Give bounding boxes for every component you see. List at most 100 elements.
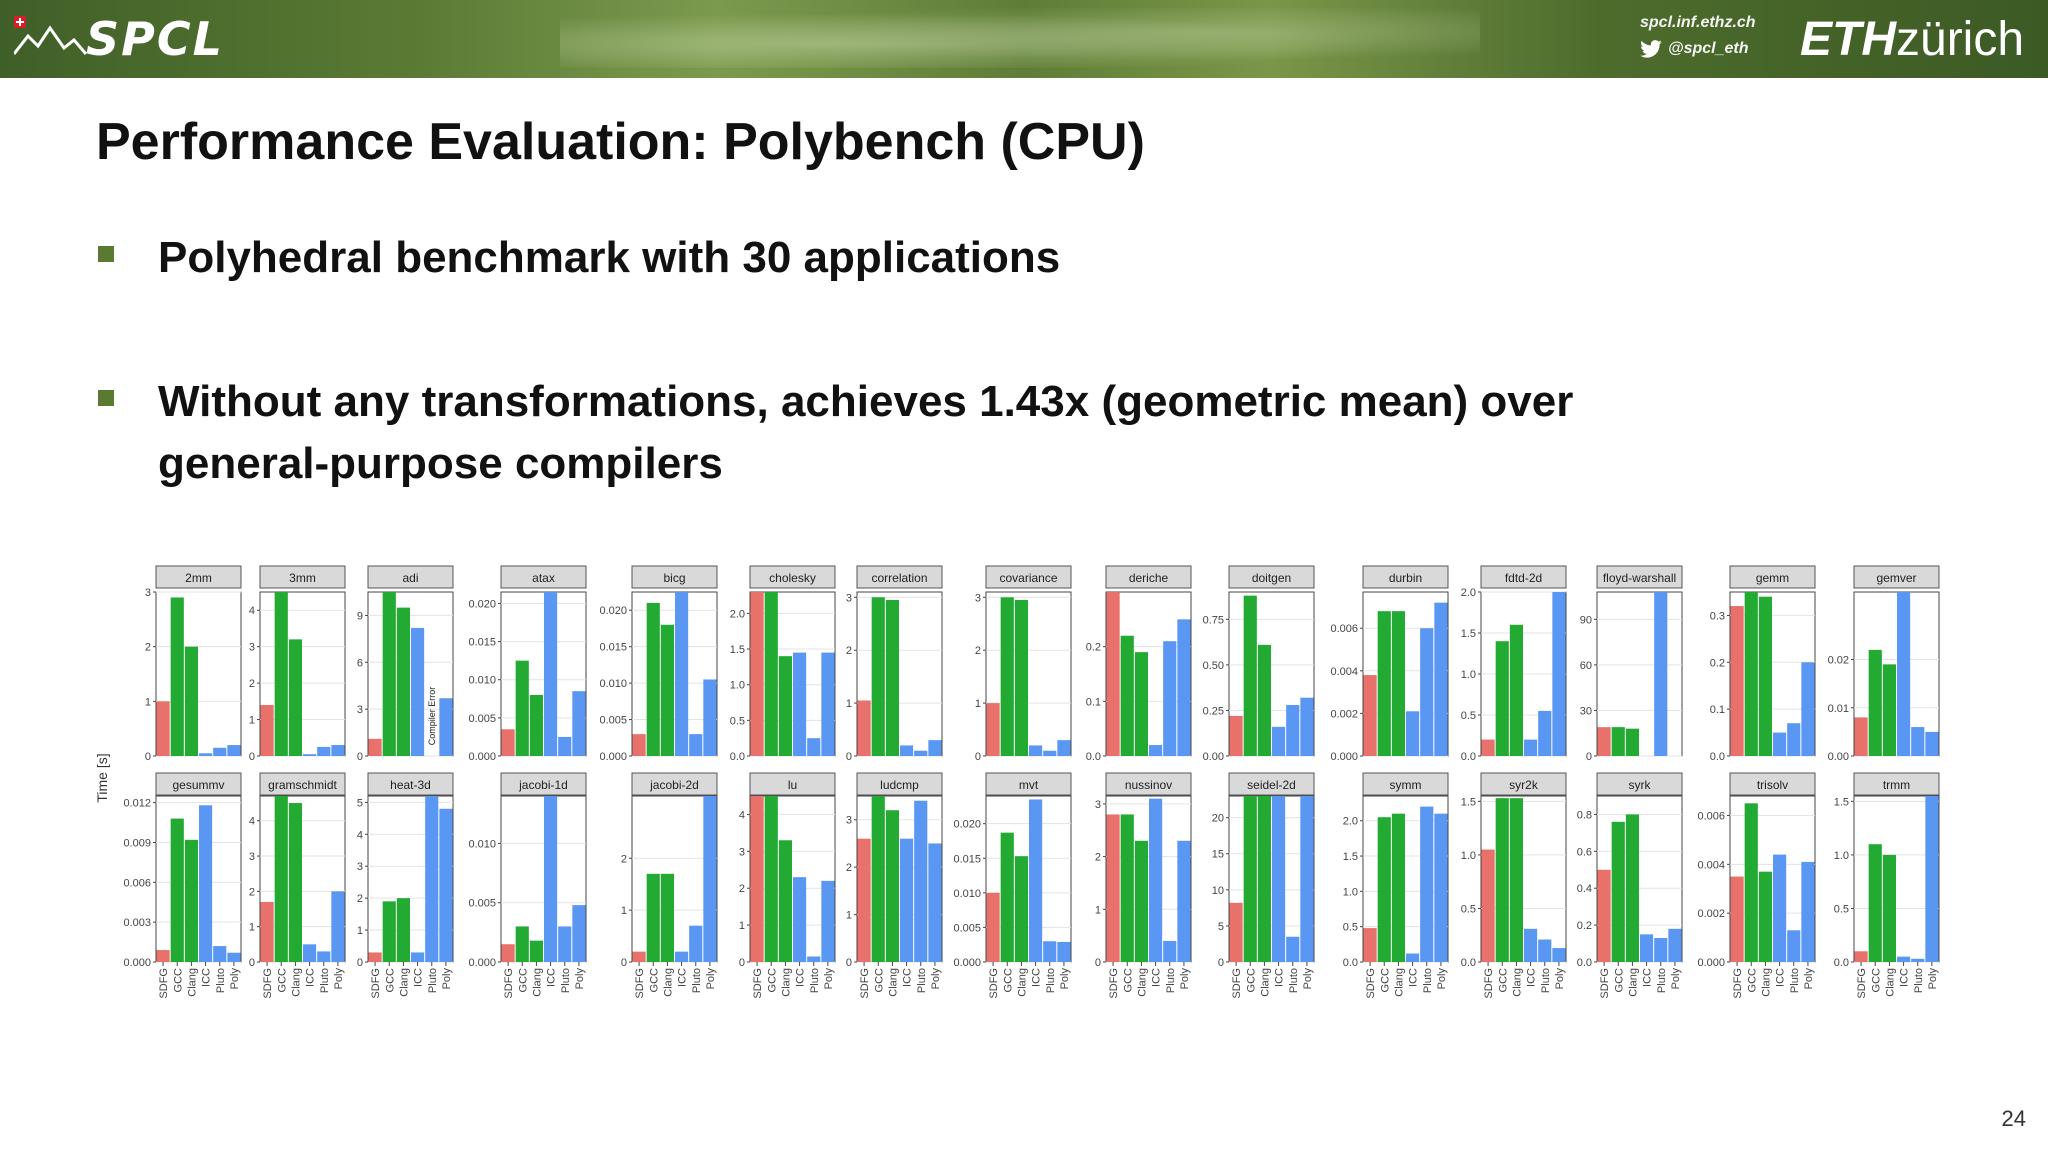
panel-title: 2mm [185, 571, 212, 585]
x-tick-label: Clang [398, 968, 410, 997]
y-tick-label: 0.5 [1343, 922, 1358, 934]
x-tick-label: ICC [305, 968, 317, 987]
x-tick-label: Poly [1554, 968, 1566, 990]
y-tick-label: 0 [1586, 751, 1592, 763]
x-tick-label: ICC [795, 968, 807, 987]
y-tick-label: 1.5 [730, 644, 745, 656]
bar-sdfg [1730, 876, 1744, 962]
panel-plot-area [631, 795, 718, 963]
x-tick-label: GCC [384, 968, 396, 993]
panel-strip [1228, 772, 1315, 796]
bar-sdfg [1229, 715, 1243, 756]
bar-poly [331, 891, 345, 962]
panel-strip [749, 772, 836, 796]
bar-gcc [1000, 597, 1014, 756]
bar-clang [1625, 728, 1639, 756]
bar-pluto [689, 925, 703, 962]
x-tick-label: SDFG [370, 968, 382, 999]
bar-pluto [1420, 628, 1434, 756]
bar-icc [1773, 854, 1787, 962]
y-tick-label: 0.020 [599, 605, 627, 617]
bar-gcc [1377, 611, 1391, 756]
y-tick-label: 0.2 [1710, 657, 1725, 669]
bar-clang [184, 839, 198, 962]
x-tick-label: ICC [1526, 968, 1538, 987]
bar-pluto [807, 738, 821, 756]
eth-logo-light: zürich [1896, 13, 2025, 66]
bar-clang [184, 646, 198, 756]
bar-clang [778, 656, 792, 756]
panel-plot-area [1228, 795, 1315, 963]
x-tick-label: GCC [1746, 968, 1758, 993]
x-tick-label: ICC [1274, 968, 1286, 987]
bar-sdfg [857, 838, 871, 962]
panel-plot-area [985, 591, 1072, 757]
panel-plot-area [367, 795, 454, 963]
panel-title: bicg [663, 571, 685, 585]
y-tick-label: 2 [249, 886, 255, 898]
panel-plot-area [1105, 591, 1192, 757]
bar-poly [821, 880, 835, 962]
twitter-handle: @spcl_eth [1640, 40, 1749, 58]
bar-icc [793, 877, 807, 962]
x-tick-label: GCC [1122, 968, 1134, 993]
x-tick-label: Poly [1803, 968, 1815, 990]
bar-gcc [1611, 821, 1625, 962]
y-tick-label: 3 [846, 815, 852, 827]
bar-sdfg [156, 950, 170, 962]
bar-clang [396, 607, 410, 756]
panel-strip [1228, 565, 1315, 589]
y-tick-label: 20 [1212, 813, 1224, 825]
bar-gcc [1377, 817, 1391, 962]
bar-gcc [170, 818, 184, 962]
eth-logo-bold: ETH [1800, 13, 1896, 66]
x-tick-label: SDFG [752, 968, 764, 999]
y-tick-label: 90 [1580, 614, 1592, 626]
panel-title: jacobi-2d [649, 778, 699, 792]
x-tick-label: ICC [902, 968, 914, 987]
bar-sdfg [750, 592, 764, 756]
y-tick-label: 2 [621, 853, 627, 865]
bar-icc [1897, 956, 1911, 962]
panel-title: deriche [1129, 571, 1169, 585]
bar-clang [660, 873, 674, 962]
bar-sdfg [1854, 951, 1868, 962]
y-tick-label: 0.000 [123, 957, 151, 969]
panel-plot-area [259, 795, 346, 963]
bar-gcc [1495, 641, 1509, 756]
panel-title: durbin [1389, 571, 1422, 585]
bar-pluto [914, 750, 928, 756]
bar-icc [1149, 798, 1163, 962]
bar-clang [288, 639, 302, 756]
bar-icc [1406, 711, 1420, 756]
y-tick-label: 0.5 [1834, 903, 1849, 915]
y-tick-label: 2.0 [1461, 587, 1476, 599]
panel-strip [1853, 565, 1940, 589]
bar-poly [1177, 619, 1191, 756]
y-tick-label: 3 [145, 587, 151, 599]
y-tick-label: 0.6 [1577, 846, 1592, 858]
bar-icc [199, 805, 213, 962]
bar-pluto [689, 734, 703, 756]
bar-poly [1668, 928, 1682, 962]
y-tick-label: 0.010 [599, 678, 627, 690]
bar-pluto [1163, 641, 1177, 756]
bar-poly [821, 652, 835, 756]
bar-clang [778, 840, 792, 962]
panel-title: gramschmidt [268, 778, 337, 792]
bar-sdfg [1481, 849, 1495, 962]
y-tick-label: 2 [739, 883, 745, 895]
bar-icc [793, 652, 807, 756]
y-tick-label: 0.0 [1343, 957, 1358, 969]
y-tick-label: 0.000 [599, 751, 627, 763]
bar-gcc [1868, 649, 1882, 756]
bullet-2-text-line2: general-purpose compilers [158, 439, 723, 488]
y-tick-label: 0.02 [1828, 655, 1849, 667]
y-tick-label: 0.005 [599, 715, 627, 727]
bar-pluto [1787, 930, 1801, 962]
panel-strip [985, 565, 1072, 589]
panel-strip [259, 772, 346, 796]
bar-icc [199, 753, 213, 756]
bar-pluto [317, 746, 331, 756]
y-tick-label: 4 [249, 605, 255, 617]
